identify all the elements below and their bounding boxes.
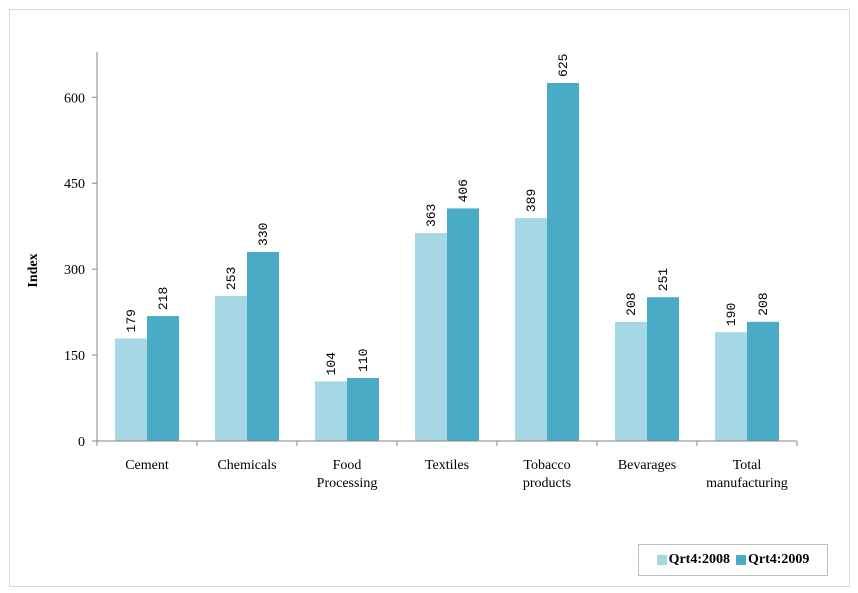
bar-series-2 [547, 82, 579, 441]
y-tick-label: 600 [64, 91, 85, 106]
bar-series-1 [615, 321, 647, 441]
x-tick-label: Tobacco products [523, 458, 571, 491]
data-labels: 179 253 104 363 389 208 190 218 330 110 406 625 251 2… [124, 54, 771, 376]
y-tick-label: 0 [78, 435, 85, 450]
legend-swatch-series-2 [736, 555, 746, 565]
y-axis-title: Index [26, 253, 41, 287]
data-label: 625 [556, 54, 571, 77]
data-label: 218 [156, 287, 171, 310]
y-tick-label: 450 [64, 177, 85, 192]
data-label: 251 [656, 268, 671, 292]
bar-series-1 [715, 332, 747, 441]
y-tick-label: 300 [64, 263, 85, 278]
x-tick-label: Total manufacturing [706, 458, 788, 491]
bar-series-2 [247, 251, 279, 441]
bar-series-2 [647, 297, 679, 441]
legend-swatch-series-1 [656, 555, 667, 565]
data-label: 208 [756, 292, 771, 315]
data-label: 363 [424, 204, 439, 227]
bar-series-2 [147, 316, 179, 441]
bar-series-2 [747, 321, 779, 441]
data-label: 330 [256, 223, 271, 246]
bar-series-2 [447, 208, 479, 441]
legend: Qrt4:2008 Qrt4:2009 [638, 544, 828, 576]
bar-series-1 [115, 338, 147, 441]
bar-series-1 [215, 296, 247, 441]
legend-item-series-2: Qrt4:2009 [736, 552, 809, 568]
data-label: 389 [524, 189, 539, 212]
data-label: 110 [356, 349, 371, 372]
x-tick-label: Food Processing [317, 458, 378, 491]
legend-item-series-1: Qrt4:2008 [656, 552, 730, 568]
x-tick-label: Chemicals [217, 458, 276, 473]
x-tick-label: Cement [125, 458, 169, 473]
data-label: 208 [624, 292, 639, 315]
bars [115, 82, 779, 441]
x-axis-ticks: Cement Chemicals Food Processing Textiles Tob… [96, 441, 798, 491]
data-label: 406 [456, 179, 471, 202]
x-tick-label: Textiles [425, 458, 469, 473]
y-axis-ticks: 0 150 300 450 600 [64, 91, 97, 450]
data-label: 179 [124, 309, 139, 332]
legend-label-series-2: Qrt4:2009 [748, 552, 810, 567]
data-label: 253 [224, 267, 239, 290]
data-label: 104 [324, 352, 339, 376]
bar-series-2 [347, 377, 379, 441]
bar-series-1 [415, 233, 447, 441]
y-tick-label: 150 [64, 349, 85, 364]
legend-label-series-1: Qrt4:2008 [668, 552, 730, 567]
x-tick-label: Bevarages [618, 458, 676, 473]
bar-series-1 [515, 218, 547, 441]
bar-series-1 [315, 381, 347, 441]
data-label: 190 [724, 303, 739, 326]
